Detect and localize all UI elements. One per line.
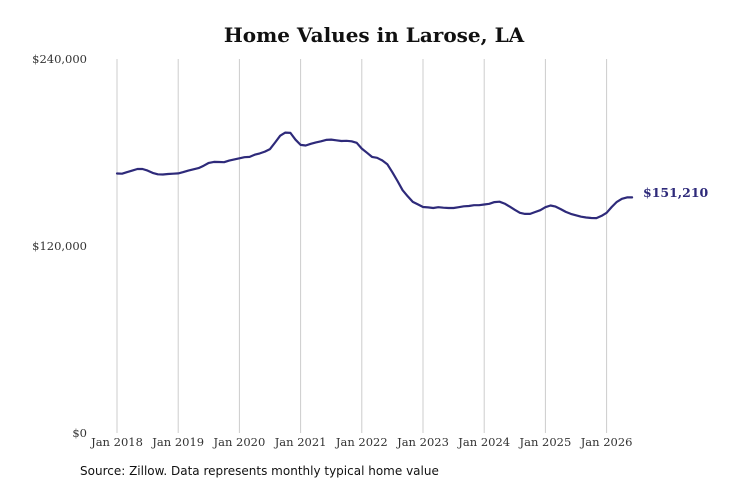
x-axis-ticks: Jan 2018 Jan 2019 Jan 2020 Jan 2021 Jan 2022… xyxy=(90,435,632,449)
x-tick-label: Jan 2022 xyxy=(335,435,388,449)
gridlines xyxy=(116,59,608,433)
x-tick-label: Jan 2026 xyxy=(580,435,633,449)
y-axis-ticks: $0 $120,000 $240,000 xyxy=(32,52,87,440)
y-tick-label: $240,000 xyxy=(32,52,87,66)
y-tick-label: $120,000 xyxy=(32,239,87,253)
x-tick-label: Jan 2019 xyxy=(151,435,204,449)
x-tick-label: Jan 2025 xyxy=(519,435,572,449)
x-tick-label: Jan 2021 xyxy=(274,435,327,449)
series-line xyxy=(115,131,634,220)
end-value-label: $151,210 xyxy=(643,185,709,200)
x-tick-label: Jan 2020 xyxy=(213,435,266,449)
x-tick-label: Jan 2024 xyxy=(457,435,510,449)
source-note: Source: Zillow. Data represents monthly … xyxy=(80,464,439,478)
x-tick-label: Jan 2018 xyxy=(90,435,143,449)
x-tick-label: Jan 2023 xyxy=(396,435,449,449)
y-tick-label: $0 xyxy=(72,426,87,440)
chart-title: Home Values in Larose, LA xyxy=(224,23,525,47)
